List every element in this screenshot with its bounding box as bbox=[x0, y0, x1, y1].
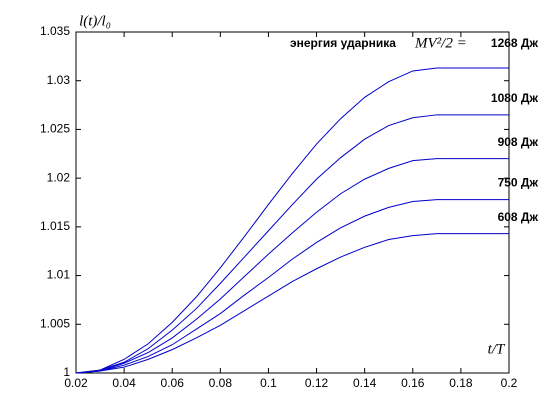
x-tick-label: 0.08 bbox=[209, 376, 233, 390]
plot-frame bbox=[75, 31, 510, 374]
legend-label: 1080 Дж bbox=[491, 91, 539, 105]
legend-label: 750 Дж bbox=[498, 176, 539, 190]
y-tick-label: 1 bbox=[63, 365, 70, 379]
x-tick-label: 0.1 bbox=[260, 376, 277, 390]
legend-label: 608 Дж bbox=[498, 210, 539, 224]
x-tick-label: 0.12 bbox=[305, 376, 329, 390]
x-tick-label: 0.16 bbox=[401, 376, 425, 390]
series-line bbox=[75, 114, 509, 374]
x-axis-label: t/T bbox=[488, 341, 506, 357]
series-line bbox=[75, 233, 509, 374]
y-tick-label: 1.02 bbox=[47, 170, 71, 184]
legend-label: 908 Дж bbox=[498, 135, 539, 149]
y-tick-label: 1.01 bbox=[47, 268, 71, 282]
x-tick-label: 0.04 bbox=[112, 376, 136, 390]
x-tick-label: 0.18 bbox=[449, 376, 473, 390]
series-line bbox=[75, 158, 509, 374]
y-tick-label: 1.005 bbox=[40, 316, 70, 330]
y-tick-label: 1.015 bbox=[40, 219, 70, 233]
x-tick-label: 0.02 bbox=[64, 376, 88, 390]
y-tick-label: 1.03 bbox=[47, 73, 71, 87]
annotation: энергия ударника bbox=[290, 36, 396, 50]
y-tick-label: 1.025 bbox=[40, 122, 70, 136]
series-line bbox=[75, 67, 509, 374]
series-line bbox=[75, 199, 509, 374]
y-axis-label: l(t)/l₀ bbox=[79, 13, 111, 29]
formula: MV²/2 = bbox=[414, 35, 467, 51]
legend-label: 1268 Дж bbox=[491, 36, 539, 50]
y-tick-label: 1.035 bbox=[40, 24, 70, 38]
x-tick-label: 0.14 bbox=[353, 376, 377, 390]
x-tick-label: 0.2 bbox=[501, 376, 518, 390]
x-tick-label: 0.06 bbox=[161, 376, 185, 390]
